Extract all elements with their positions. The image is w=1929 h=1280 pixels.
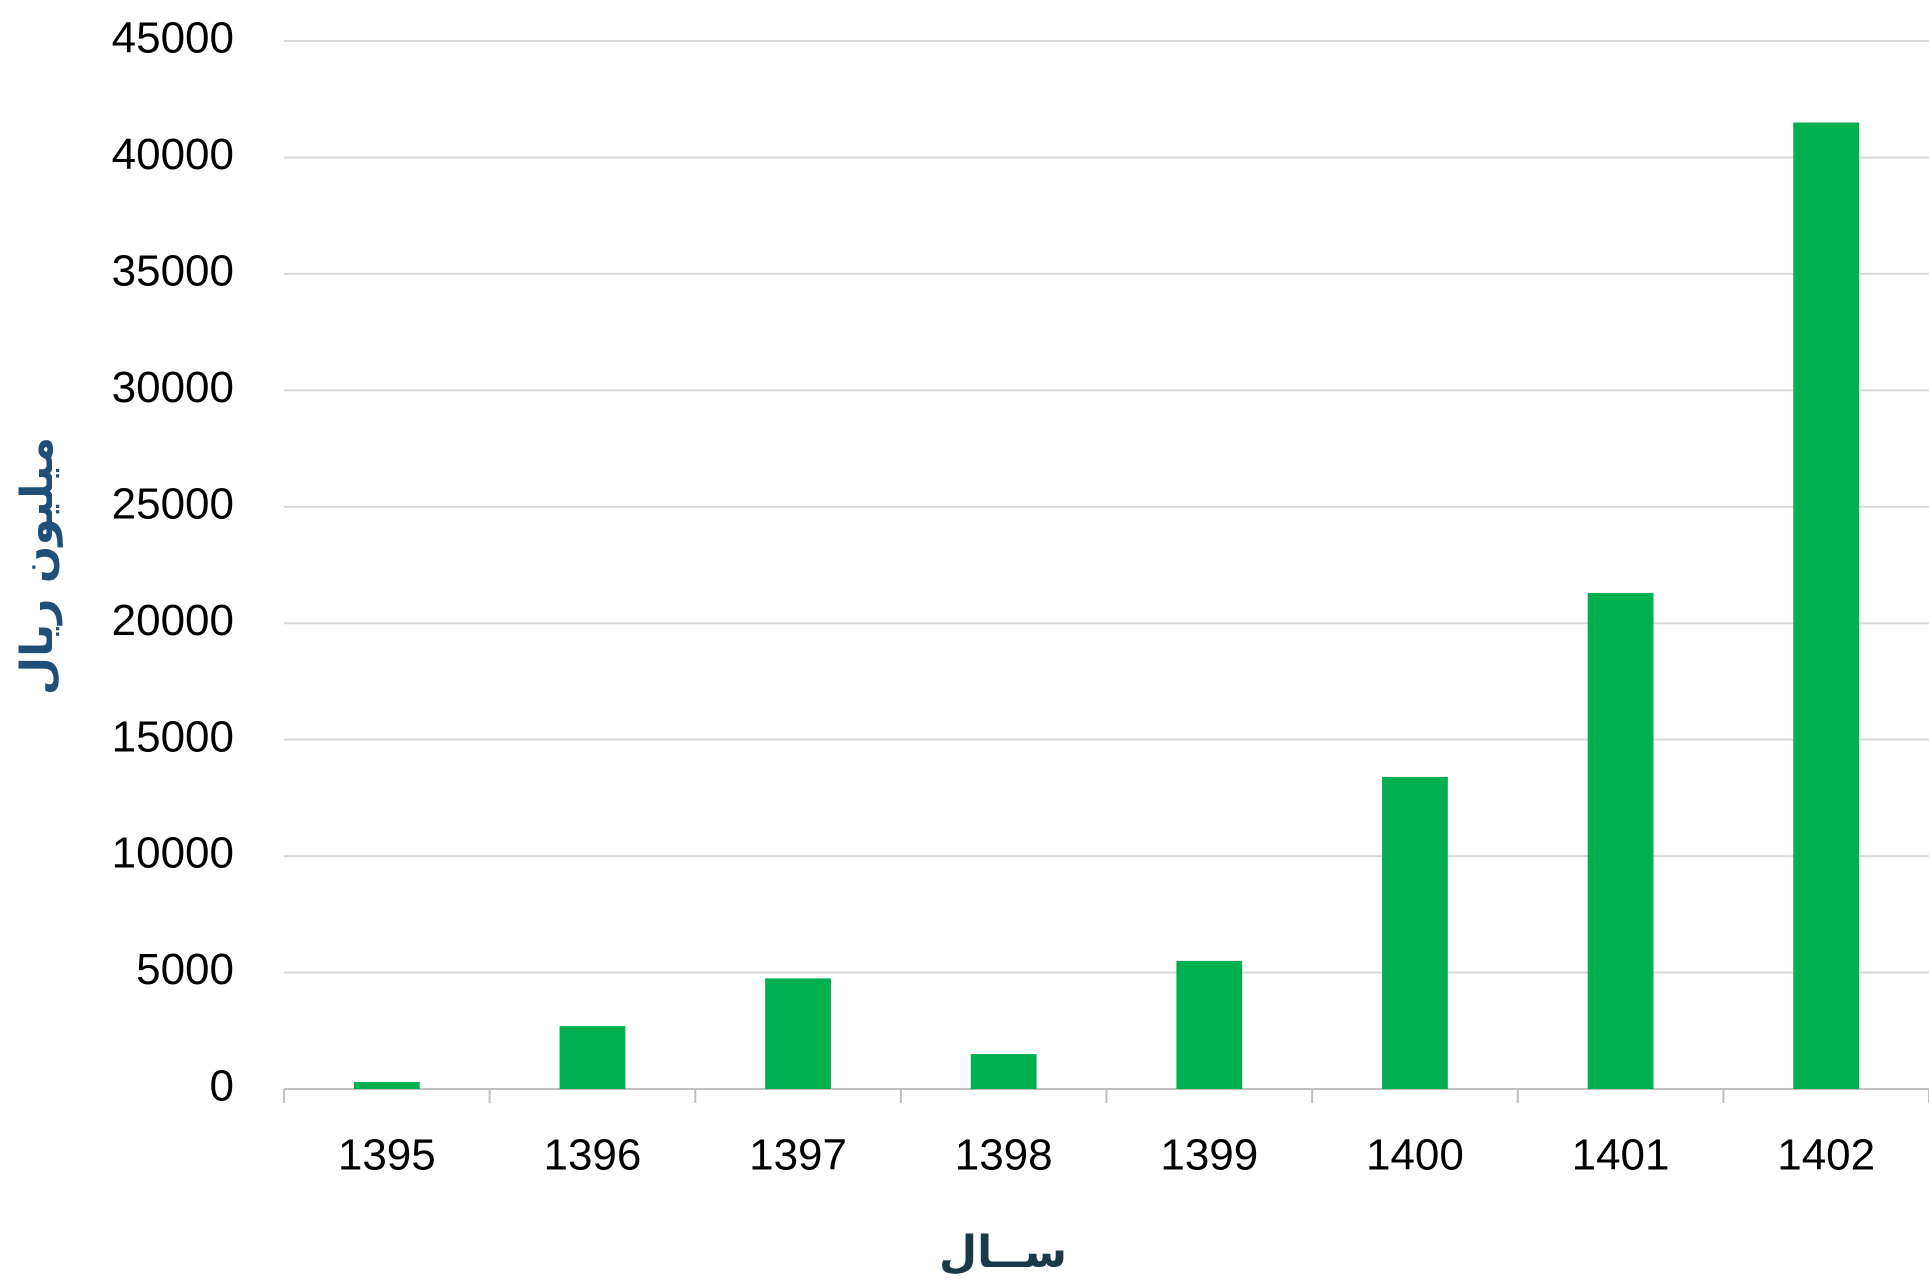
bar: [1793, 123, 1859, 1089]
y-tick-label: 10000: [112, 829, 234, 878]
y-tick-label: 15000: [112, 712, 234, 761]
x-tick-label: 1395: [338, 1131, 436, 1180]
bar: [1176, 961, 1242, 1089]
x-tick-label: 1396: [543, 1131, 641, 1180]
y-tick-label: 45000: [112, 14, 234, 63]
x-tick-label: 1398: [955, 1131, 1053, 1180]
x-axis-title: ســال: [939, 1227, 1067, 1278]
x-tick-label: 1400: [1366, 1131, 1464, 1180]
y-axis-title: میلیون ریال: [12, 437, 63, 695]
y-tick-label: 25000: [112, 479, 234, 528]
y-tick-label: 40000: [112, 130, 234, 179]
x-tick-label: 1397: [749, 1131, 847, 1180]
chart: میلیون ریال ســال 0 5000 10000 15000 20000 25…: [0, 0, 1929, 1280]
page: {"chart_data": {"type": "bar", "categori…: [0, 0, 1929, 1280]
bar: [354, 1082, 420, 1089]
y-tick-label: 30000: [112, 363, 234, 412]
y-tick-label: 20000: [112, 596, 234, 645]
bar: [1588, 593, 1654, 1089]
y-tick-label: 35000: [112, 247, 234, 296]
bar: [1382, 777, 1448, 1089]
x-tick-label: 1402: [1777, 1131, 1875, 1180]
bar: [765, 978, 831, 1089]
bar: [560, 1026, 626, 1089]
y-tick-label: 0: [210, 1062, 234, 1111]
x-tick-label: 1399: [1160, 1131, 1258, 1180]
x-tick-label: 1401: [1572, 1131, 1670, 1180]
y-tick-label: 5000: [136, 945, 234, 994]
bar: [971, 1054, 1037, 1089]
